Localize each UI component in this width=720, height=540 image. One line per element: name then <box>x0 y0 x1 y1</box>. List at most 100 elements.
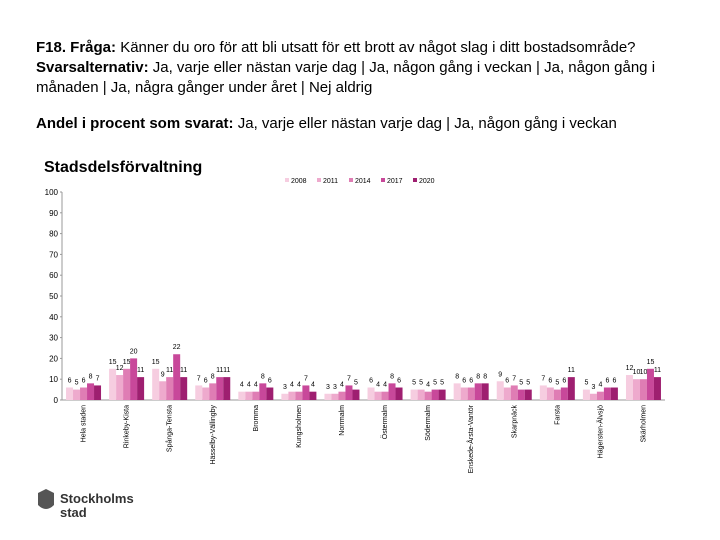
bar <box>646 368 654 400</box>
value-label: 11 <box>180 367 187 374</box>
bar <box>245 391 253 400</box>
value-label: 7 <box>347 375 351 382</box>
value-label: 5 <box>412 380 416 387</box>
bar <box>302 385 310 400</box>
bar <box>524 389 532 400</box>
bar <box>553 389 561 400</box>
bar <box>639 379 647 400</box>
bar <box>338 391 346 400</box>
value-label: 5 <box>75 380 79 387</box>
value-label: 6 <box>369 378 373 385</box>
bar <box>123 368 131 400</box>
value-label: 6 <box>68 378 72 385</box>
bar <box>352 389 360 400</box>
value-label: 3 <box>333 384 337 391</box>
bar <box>223 377 231 400</box>
value-label: 4 <box>311 382 315 389</box>
legend-label: 2020 <box>419 178 435 185</box>
value-label: 9 <box>161 371 165 378</box>
bar <box>610 387 618 400</box>
bar <box>582 389 590 400</box>
value-label: 3 <box>326 384 330 391</box>
x-tick-label: Hässelby-Vällingby <box>210 405 217 465</box>
value-label: 7 <box>96 375 100 382</box>
value-label: 7 <box>304 375 308 382</box>
bar <box>324 393 332 400</box>
value-label: 8 <box>476 373 480 380</box>
legend-label: 2008 <box>291 178 307 185</box>
bar <box>603 387 611 400</box>
bar <box>288 391 296 400</box>
bar <box>367 387 375 400</box>
value-label: 4 <box>254 382 258 389</box>
value-label: 4 <box>383 382 387 389</box>
value-label: 7 <box>541 375 545 382</box>
value-label: 4 <box>247 382 251 389</box>
legend-label: 2011 <box>323 178 338 185</box>
bar <box>410 389 418 400</box>
bar <box>625 375 633 400</box>
bar <box>209 383 217 400</box>
bar <box>503 387 511 400</box>
bar <box>431 389 439 400</box>
value-label: 5 <box>419 380 423 387</box>
bar <box>66 387 74 400</box>
x-tick-label: Hela staden <box>81 405 88 442</box>
value-label: 4 <box>240 382 244 389</box>
legend-swatch <box>317 178 321 182</box>
value-label: 15 <box>152 359 160 366</box>
bar <box>331 393 339 400</box>
value-label: 11 <box>654 367 661 374</box>
y-tick-label: 10 <box>49 375 58 384</box>
legend-swatch <box>413 178 417 182</box>
value-label: 6 <box>505 378 509 385</box>
bar <box>109 368 117 400</box>
bar <box>202 387 210 400</box>
y-tick-label: 50 <box>49 292 58 301</box>
bar <box>460 387 468 400</box>
bar <box>216 377 224 400</box>
bar <box>539 385 547 400</box>
bar <box>653 377 661 400</box>
bar <box>252 391 260 400</box>
value-label: 11 <box>216 367 223 374</box>
bar <box>589 393 597 400</box>
value-label: 8 <box>455 373 459 380</box>
bar <box>295 391 303 400</box>
question: Känner du oro för att bli utsatt för ett… <box>120 39 636 56</box>
value-label: 5 <box>354 380 358 387</box>
value-label: 4 <box>598 382 602 389</box>
bar <box>173 354 181 400</box>
value-label: 8 <box>483 373 487 380</box>
measure-block: Andel i procent som svarat: Ja, varje el… <box>36 114 686 134</box>
value-label: 7 <box>197 375 201 382</box>
value-label: 6 <box>605 378 609 385</box>
bar <box>567 377 575 400</box>
value-label: 11 <box>223 367 230 374</box>
value-label: 6 <box>462 378 466 385</box>
legend-label: 2017 <box>387 178 403 185</box>
logo-text: stad <box>60 505 87 520</box>
legend-swatch <box>349 178 353 182</box>
value-label: 10 <box>633 369 641 376</box>
value-label: 7 <box>512 375 516 382</box>
bar <box>73 389 81 400</box>
bar <box>87 383 95 400</box>
y-tick-label: 70 <box>49 250 58 259</box>
bar <box>180 377 188 400</box>
value-label: 9 <box>498 371 502 378</box>
bar <box>453 383 461 400</box>
bar <box>80 387 88 400</box>
value-label: 4 <box>426 382 430 389</box>
x-tick-label: Hägersten-Älvsjö <box>596 405 604 458</box>
value-label: 11 <box>137 367 144 374</box>
x-tick-label: Östermalm <box>381 405 389 439</box>
bar <box>159 381 167 400</box>
x-tick-label: Farsta <box>554 405 561 425</box>
y-tick-label: 30 <box>49 334 58 343</box>
bar <box>137 377 145 400</box>
measure-label: Andel i procent som svarat: <box>36 115 234 132</box>
bar <box>345 385 353 400</box>
